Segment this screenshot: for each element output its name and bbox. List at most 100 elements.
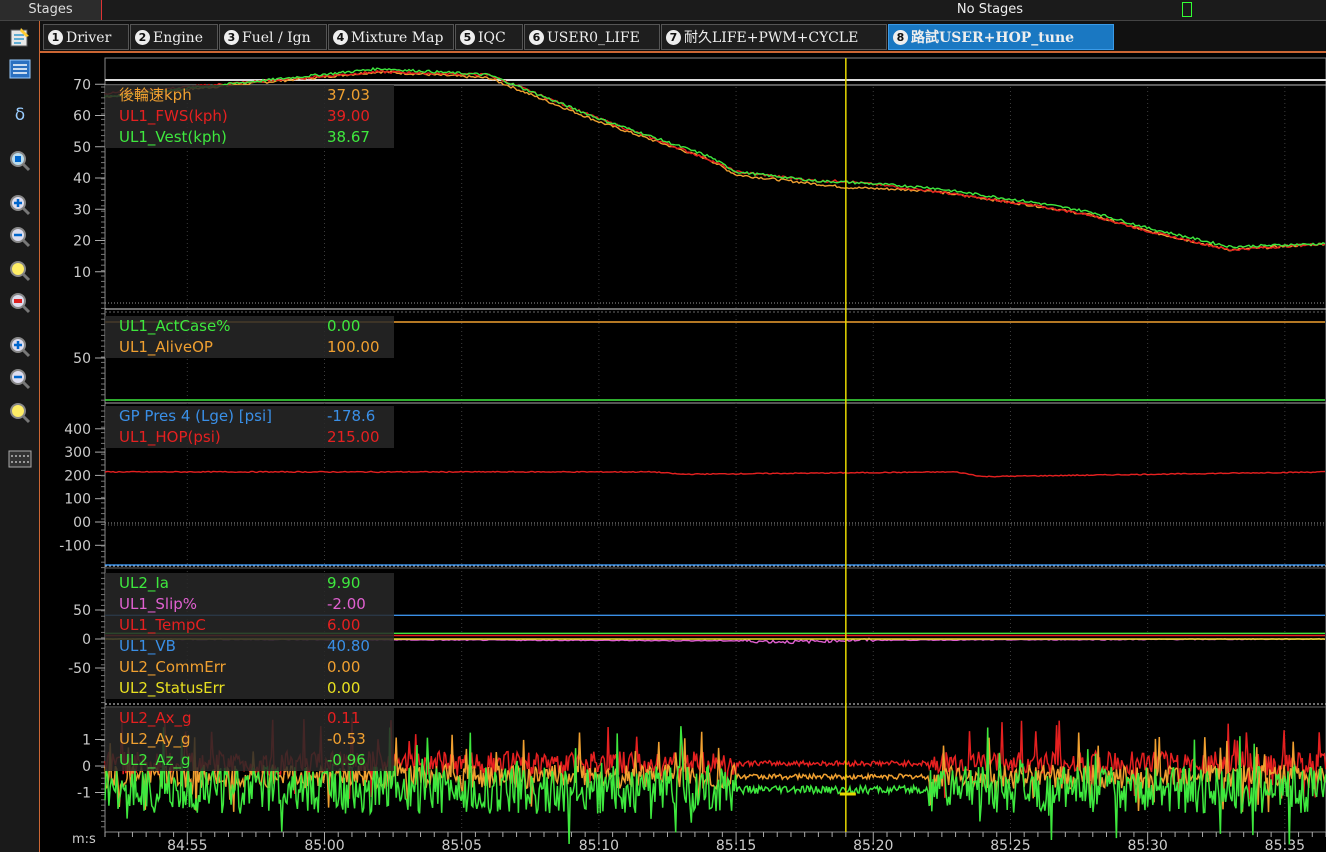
- tab-5[interactable]: 5 IQC: [455, 24, 523, 50]
- tab-label: IQC: [478, 30, 506, 46]
- legend-channel-name: UL1_VB: [119, 637, 176, 655]
- legend-row[interactable]: UL2_Az_g -0.96: [109, 750, 390, 771]
- legend-channel-value: 37.03: [327, 86, 370, 104]
- y-tick-label: 60: [73, 109, 91, 125]
- tab-number-badge: 7: [666, 30, 681, 45]
- legend-row[interactable]: UL2_StatusErr 0.00: [109, 678, 390, 699]
- y-tick-label: 400: [64, 422, 91, 438]
- legend-channel-name: UL1_Vest(kph): [119, 128, 227, 146]
- tab-number-badge: 6: [529, 30, 544, 45]
- legend-channel-value: 0.00: [327, 679, 361, 697]
- legend-channel-value: -0.53: [327, 730, 366, 748]
- y-tick-label: -100: [59, 538, 91, 554]
- legend-channel-name: UL2_Ay_g: [119, 730, 191, 748]
- legend-channel-value: 0.00: [327, 317, 361, 335]
- y-tick-label: 0: [82, 632, 91, 648]
- y-tick-label: 40: [73, 171, 91, 187]
- zoom-fit-icon[interactable]: [8, 149, 32, 173]
- zoom-in-icon[interactable]: [8, 193, 32, 217]
- tab-label: 路試USER+HOP_tune: [911, 30, 1075, 46]
- zoom-reset-icon[interactable]: [8, 259, 32, 283]
- worksheet-tabs: 1 Driver 2 Engine 3 Fuel / Ign 4 Mixture Map 5 IQ…: [40, 21, 1326, 53]
- series-line-UL1_FWS(kph): [104, 69, 1326, 252]
- legend-channel-name: UL1_TempC: [119, 616, 206, 634]
- list-icon[interactable]: [8, 57, 32, 81]
- tab-8[interactable]: 8 路試USER+HOP_tune: [888, 24, 1114, 50]
- legend-channel-name: UL1_ActCase%: [119, 317, 231, 335]
- chart-area[interactable]: 70 60 50 40 30 20 10 50 400 300 200 100 00 -100 50 0 -50…: [40, 53, 1326, 852]
- legend-channel-value: 9.90: [327, 574, 361, 592]
- legend-channel-value: 40.80: [327, 637, 370, 655]
- legend-speed: 後輪速kph 37.03 UL1_FWS(kph) 39.00 UL1_Vest(kph…: [105, 85, 394, 148]
- tab-7[interactable]: 7 耐久LIFE+PWM+CYCLE: [661, 24, 887, 50]
- legend-channel-name: UL2_Ia: [119, 574, 169, 592]
- zoom-out-icon[interactable]: [8, 225, 32, 249]
- y-tick-label: 200: [64, 468, 91, 484]
- tab-number-badge: 3: [224, 30, 239, 45]
- legend-pressure: GP Pres 4 (Lge) [psi] -178.6 UL1_HOP(psi) 2…: [105, 406, 394, 448]
- stage-marker-icon[interactable]: [1182, 2, 1192, 17]
- legend-current: UL2_Ia 9.90 UL1_Slip% -2.00 UL1_TempC 6.00 UL1…: [105, 573, 394, 699]
- zoom-in-x-icon[interactable]: [8, 335, 32, 359]
- y-tick-label: -50: [68, 661, 91, 677]
- tab-number-badge: 5: [460, 30, 475, 45]
- legend-row[interactable]: UL2_CommErr 0.00: [109, 657, 390, 678]
- legend-row[interactable]: GP Pres 4 (Lge) [psi] -178.6: [109, 406, 390, 427]
- legend-row[interactable]: UL1_TempC 6.00: [109, 615, 390, 636]
- y-tick-label: 0: [82, 759, 91, 775]
- timeline-icon[interactable]: [8, 447, 32, 471]
- legend-channel-name: UL1_FWS(kph): [119, 107, 228, 125]
- tab-number-badge: 4: [333, 30, 348, 45]
- legend-channel-value: 100.00: [327, 338, 380, 356]
- legend-row[interactable]: UL2_Ay_g -0.53: [109, 729, 390, 750]
- legend-row[interactable]: UL1_VB 40.80: [109, 636, 390, 657]
- legend-channel-name: 後輪速kph: [119, 86, 192, 104]
- x-tick-label: 85:10: [579, 838, 619, 852]
- y-tick-label: 100: [64, 492, 91, 508]
- legend-row[interactable]: UL1_AliveOP 100.00: [109, 337, 390, 358]
- x-tick-label: 85:35: [1265, 838, 1305, 852]
- tab-number-badge: 2: [135, 30, 150, 45]
- tab-label: Engine: [153, 30, 203, 46]
- legend-row[interactable]: UL1_Vest(kph) 38.67: [109, 127, 390, 148]
- x-tick-label: 85:30: [1127, 838, 1167, 852]
- tab-label: Driver: [66, 30, 112, 46]
- legend-channel-name: UL2_CommErr: [119, 658, 226, 676]
- tab-2[interactable]: 2 Engine: [130, 24, 218, 50]
- x-axis-title: m:s: [72, 832, 96, 847]
- tab-6[interactable]: 6 USER0_LIFE: [524, 24, 660, 50]
- legend-channel-value: 215.00: [327, 428, 380, 446]
- notes-icon[interactable]: [8, 25, 32, 49]
- legend-row[interactable]: 後輪速kph 37.03: [109, 85, 390, 106]
- legend-row[interactable]: UL1_Slip% -2.00: [109, 594, 390, 615]
- stages-value: No Stages: [956, 2, 1024, 17]
- legend-actcase: UL1_ActCase% 0.00 UL1_AliveOP 100.00: [105, 316, 394, 358]
- legend-row[interactable]: UL1_FWS(kph) 39.00: [109, 106, 390, 127]
- tab-4[interactable]: 4 Mixture Map: [328, 24, 454, 50]
- legend-row[interactable]: UL1_ActCase% 0.00: [109, 316, 390, 337]
- legend-row[interactable]: UL2_Ax_g 0.11: [109, 708, 390, 729]
- legend-channel-value: 0.00: [327, 658, 361, 676]
- x-tick-label: 85:15: [716, 838, 756, 852]
- legend-row[interactable]: UL1_HOP(psi) 215.00: [109, 427, 390, 448]
- zoom-reset-x-icon[interactable]: [8, 401, 32, 425]
- tab-1[interactable]: 1 Driver: [43, 24, 129, 50]
- legend-channel-name: UL1_Slip%: [119, 595, 198, 613]
- tab-number-badge: 1: [48, 30, 63, 45]
- tab-3[interactable]: 3 Fuel / Ign: [219, 24, 327, 50]
- y-tick-label: 70: [73, 77, 91, 93]
- zoom-stop-icon[interactable]: [8, 291, 32, 315]
- left-toolbar: δ: [0, 21, 40, 852]
- x-tick-label: 85:20: [853, 838, 893, 852]
- stages-label[interactable]: Stages: [0, 0, 102, 20]
- x-tick-label: 85:05: [442, 838, 482, 852]
- tab-label: USER0_LIFE: [547, 30, 640, 46]
- legend-channel-value: -0.96: [327, 751, 366, 769]
- series-line-UL2_Az_g: [104, 726, 1326, 845]
- tab-label: 耐久LIFE+PWM+CYCLE: [684, 30, 859, 46]
- legend-channel-value: -2.00: [327, 595, 366, 613]
- legend-row[interactable]: UL2_Ia 9.90: [109, 573, 390, 594]
- delta-icon[interactable]: δ: [14, 105, 26, 125]
- zoom-out-x-icon[interactable]: [8, 367, 32, 391]
- y-tick-label: -1: [77, 786, 91, 802]
